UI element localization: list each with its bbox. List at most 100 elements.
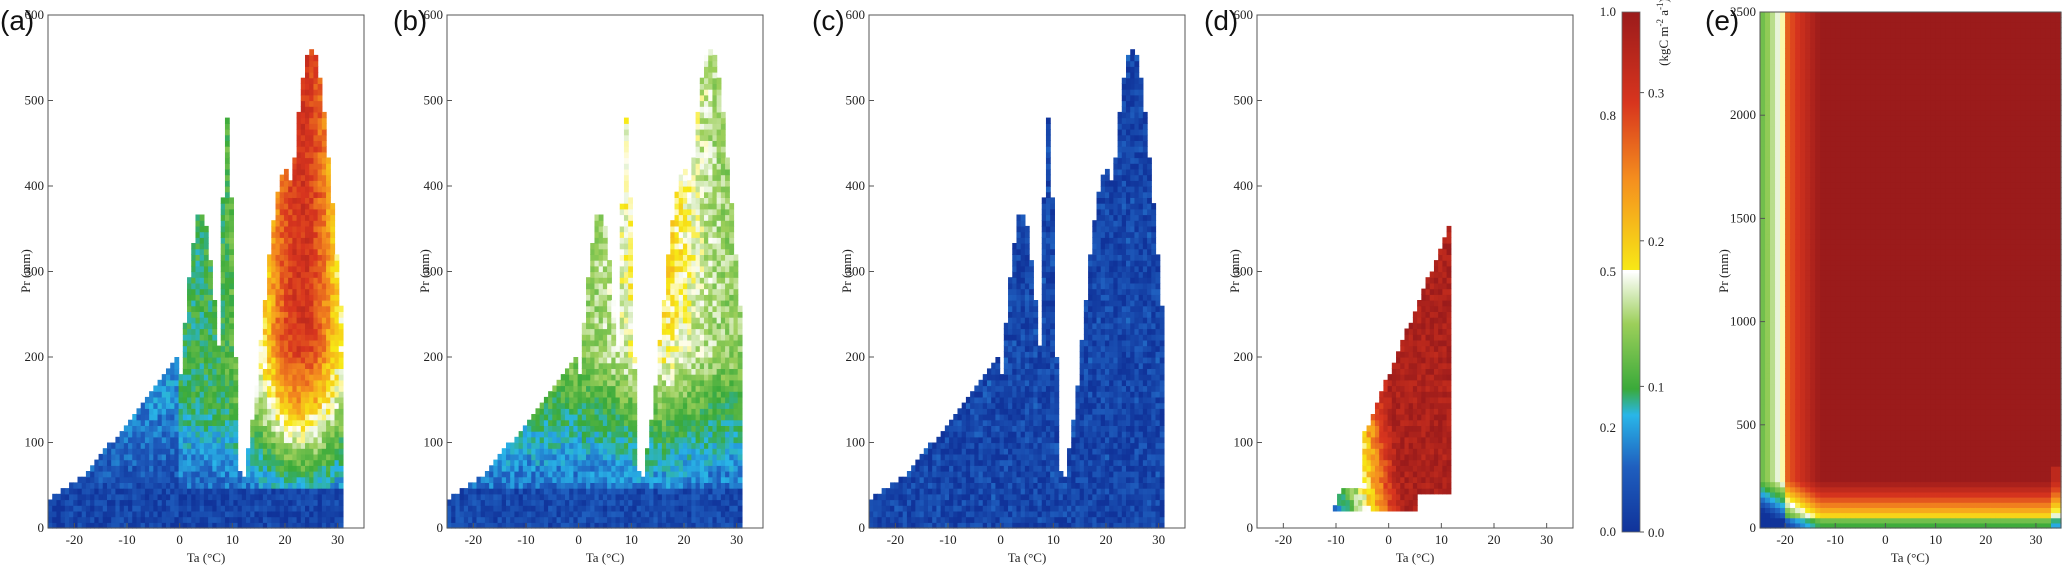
heatmap-cell-b: [716, 208, 722, 216]
heatmap-cell-a: [216, 385, 222, 392]
heatmap-cell-a: [216, 442, 222, 449]
heatmap-cell-a: [279, 385, 285, 392]
heatmap-cell-a: [262, 510, 268, 518]
heatmap-cell-a: [136, 419, 142, 426]
heatmap-cell-a: [288, 408, 293, 415]
heatmap-cell-a: [258, 516, 264, 523]
heatmap-cell-a: [296, 362, 302, 369]
heatmap-cell-a: [199, 317, 205, 324]
heatmap-cell-a: [283, 379, 289, 387]
heatmap-cell-a: [262, 522, 268, 529]
heatmap-cell-a: [229, 499, 234, 506]
heatmap-cell-a: [216, 419, 222, 426]
heatmap-cell-a: [111, 442, 117, 449]
heatmap-cell-a: [161, 465, 167, 472]
heatmap-cell-a: [292, 271, 298, 278]
heatmap-cell-b: [611, 505, 617, 512]
heatmap-cell-b: [704, 334, 709, 341]
heatmap-cell-b: [691, 322, 697, 330]
heatmap-cell-b: [678, 362, 684, 369]
heatmap-cell-a: [283, 419, 289, 426]
heatmap-cell-a: [195, 391, 201, 398]
heatmap-cell-a: [305, 322, 310, 330]
heatmap-cell-a: [275, 431, 281, 438]
heatmap-cell-a: [271, 265, 277, 273]
heatmap-cell-b: [615, 465, 621, 472]
heatmap-cell-b: [708, 431, 714, 438]
heatmap-cell-b: [607, 499, 612, 506]
heatmap-cell-a: [90, 510, 95, 518]
heatmap-cell-a: [203, 471, 209, 478]
heatmap-cell-a: [313, 106, 319, 113]
heatmap-cell-b: [716, 317, 722, 324]
heatmap-cell-a: [229, 442, 234, 449]
heatmap-cell-a: [317, 374, 323, 381]
heatmap-cell-b: [586, 419, 591, 426]
heatmap-cell-a: [271, 482, 277, 489]
heatmap-cell-b: [666, 288, 671, 295]
heatmap-cell-a: [157, 465, 163, 472]
heatmap-cell-b: [594, 442, 600, 449]
heatmap-cell-a: [132, 499, 138, 506]
heatmap-cell-b: [720, 237, 726, 244]
heatmap-cell-a: [275, 254, 281, 261]
heatmap-cell-a: [203, 408, 209, 415]
heatmap-cell-b: [577, 522, 583, 529]
heatmap-cell-a: [305, 174, 310, 181]
heatmap-cell-a: [309, 471, 315, 478]
heatmap-cell-b: [577, 505, 583, 512]
heatmap-cell-b: [564, 482, 570, 489]
heatmap-cell-a: [317, 459, 323, 466]
heatmap-cell-b: [725, 465, 730, 472]
heatmap-cell-b: [729, 282, 735, 290]
heatmap-cell-b: [699, 334, 705, 341]
heatmap-cell-a: [102, 510, 108, 518]
heatmap-cell-a: [187, 448, 192, 455]
heatmap-cell-a: [296, 522, 302, 529]
heatmap-cell-b: [725, 442, 730, 449]
heatmap-cell-b: [560, 402, 566, 409]
heatmap-cell-b: [666, 493, 671, 501]
heatmap-cell-a: [271, 357, 277, 364]
heatmap-cell-a: [161, 522, 167, 529]
heatmap-cell-a: [144, 408, 150, 415]
heatmap-cell-b: [678, 220, 684, 227]
heatmap-cell-b: [628, 414, 633, 421]
heatmap-cell-b: [729, 305, 735, 312]
heatmap-cell-a: [170, 510, 175, 518]
heatmap-cell-b: [577, 385, 583, 392]
heatmap-cell-b: [590, 334, 596, 341]
heatmap-cell-b: [581, 345, 587, 352]
heatmap-cell-a: [229, 322, 234, 330]
x-tick-label-a: 20: [279, 532, 292, 547]
heatmap-cell-a: [283, 243, 289, 250]
heatmap-cell-a: [94, 493, 100, 501]
heatmap-cell-b: [661, 357, 667, 364]
heatmap-cell-a: [296, 140, 302, 147]
heatmap-cell-a: [313, 510, 319, 518]
heatmap-cell-b: [678, 368, 684, 375]
heatmap-cell-b: [607, 425, 612, 432]
heatmap-cell-b: [619, 357, 625, 364]
heatmap-cell-b: [607, 408, 612, 415]
heatmap-cell-b: [586, 311, 591, 318]
heatmap-cell-a: [305, 254, 310, 261]
heatmap-cell-b: [712, 362, 718, 369]
heatmap-cell-a: [254, 471, 260, 478]
heatmap-cell-a: [216, 522, 222, 529]
heatmap-cell-b: [720, 151, 726, 159]
heatmap-cell-a: [220, 516, 226, 523]
heatmap-cell-a: [326, 157, 331, 164]
heatmap-cell-a: [267, 499, 272, 506]
heatmap-cell-b: [674, 396, 680, 404]
heatmap-cell-b: [497, 505, 503, 512]
heatmap-cell-b: [720, 368, 726, 375]
heatmap-cell-b: [505, 522, 511, 529]
heatmap-cell-a: [224, 453, 230, 461]
heatmap-cell-b: [623, 208, 629, 216]
heatmap-cell-b: [598, 225, 604, 233]
heatmap-cell-a: [203, 225, 209, 233]
heatmap-cell-b: [543, 522, 549, 529]
heatmap-cell-a: [292, 465, 298, 472]
heatmap-cell-a: [258, 374, 264, 381]
